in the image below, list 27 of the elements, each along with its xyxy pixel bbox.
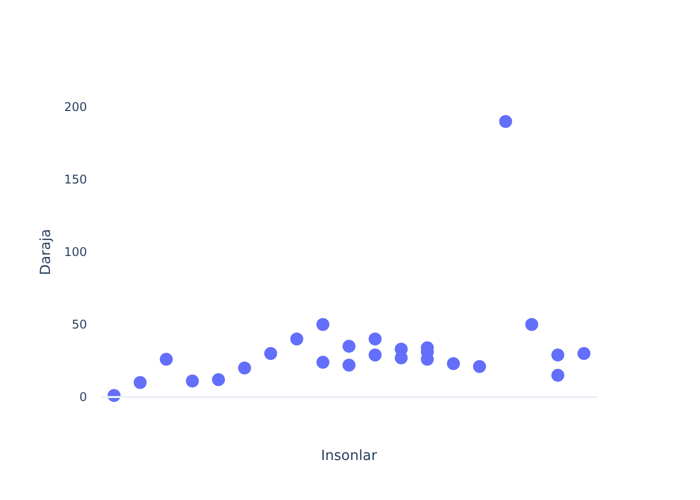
point [499,115,512,128]
y-axis-title: Daraja [38,228,54,276]
point [551,368,564,382]
y-tick-label: 50 [72,318,87,332]
point [238,362,252,374]
point [342,340,356,353]
point [316,318,330,331]
point [446,357,460,370]
point [551,348,564,362]
point [212,373,225,386]
y-tick-label: 150 [64,172,87,186]
point [134,376,147,389]
y-tick-label: 100 [64,245,87,259]
y-tick-label: 0 [79,390,87,404]
point [577,347,590,360]
point [160,352,173,366]
point [342,358,356,372]
point [368,348,382,362]
point [368,332,382,346]
point [264,347,278,360]
point [473,360,486,374]
point [186,374,199,388]
point [525,318,538,331]
y-tick-label: 200 [64,100,87,114]
point [316,356,330,369]
x-axis-title: Insonlar [321,448,378,464]
point [290,332,304,346]
